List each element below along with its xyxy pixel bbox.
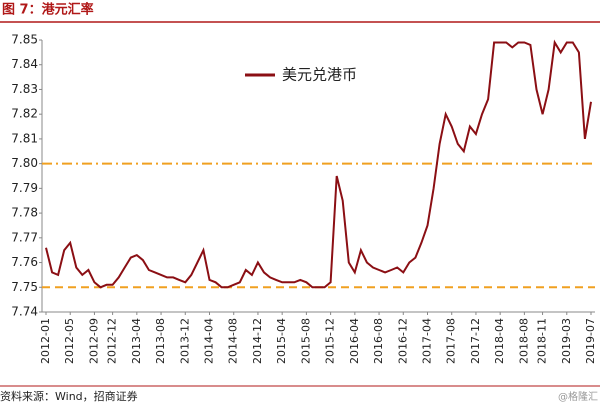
x-tick-label: 2018-08 — [517, 318, 530, 364]
x-tick-label: 2019-07 — [584, 318, 597, 364]
x-tick-label: 2012-01 — [39, 318, 52, 364]
y-tick-label: 7.80 — [11, 156, 38, 170]
source: 资料来源：Wind，招商证券 — [0, 389, 138, 403]
y-tick-label: 7.76 — [11, 255, 38, 269]
x-tick-label: 2017-04 — [421, 318, 434, 364]
y-tick-label: 7.75 — [11, 280, 38, 294]
chart-title: 图 7：港元汇率 — [2, 2, 94, 18]
x-tick-label: 2013-08 — [154, 318, 167, 364]
x-tick-label: 2015-12 — [324, 318, 337, 364]
x-tick-label: 2016-08 — [372, 318, 385, 364]
x-tick-label: 2013-04 — [130, 318, 143, 364]
y-tick-label: 7.84 — [11, 57, 38, 71]
x-tick-label: 2012-05 — [63, 318, 76, 364]
y-tick-label: 7.74 — [11, 305, 38, 319]
x-tick-label: 2015-08 — [299, 318, 312, 364]
x-tick-label: 2014-08 — [227, 318, 240, 364]
y-tick-label: 7.79 — [11, 181, 38, 195]
x-tick-label: 2017-08 — [445, 318, 458, 364]
series-line — [45, 39, 592, 289]
watermark: @格隆汇 — [558, 390, 598, 403]
y-tick-label: 7.77 — [11, 230, 38, 244]
x-tick-label: 2015-04 — [275, 318, 288, 364]
y-tick-label: 7.82 — [11, 107, 38, 121]
x-tick-label: 2016-12 — [396, 318, 409, 364]
x-tick-label: 2013-12 — [178, 318, 191, 364]
x-tick-label: 2012-12 — [106, 318, 119, 364]
y-tick-label: 7.83 — [11, 82, 38, 96]
x-tick-label: 2012-09 — [87, 318, 100, 364]
y-tick-label: 7.78 — [11, 206, 38, 220]
x-tick-label: 2014-12 — [251, 318, 264, 364]
y-tick-label: 7.85 — [11, 33, 38, 47]
x-tick-label: 2018-04 — [493, 318, 506, 364]
legend-label: 美元兑港币 — [282, 66, 357, 84]
x-tick-label: 2019-03 — [560, 318, 573, 364]
x-tick-label: 2016-04 — [348, 318, 361, 364]
x-tick-label: 2018-11 — [536, 318, 549, 364]
y-tick-label: 7.81 — [11, 131, 38, 145]
x-tick-label: 2014-04 — [203, 318, 216, 364]
x-tick-label: 2017-12 — [469, 318, 482, 364]
